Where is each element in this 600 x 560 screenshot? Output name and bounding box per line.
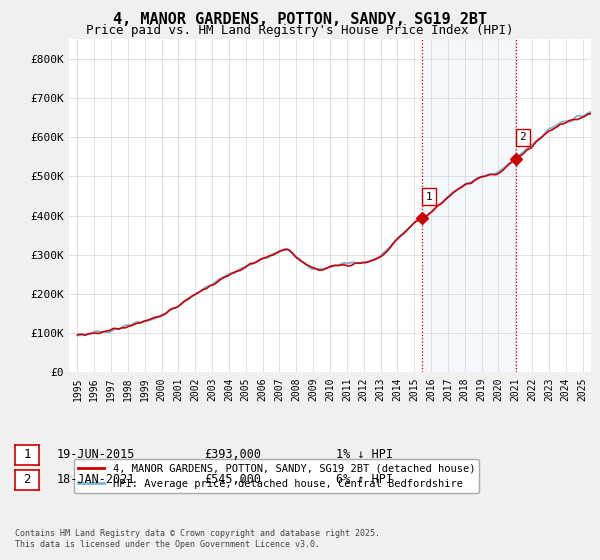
Bar <box>422 39 516 372</box>
Text: 19-JUN-2015: 19-JUN-2015 <box>57 448 136 461</box>
Text: 18-JAN-2021: 18-JAN-2021 <box>57 473 136 487</box>
Text: 4, MANOR GARDENS, POTTON, SANDY, SG19 2BT: 4, MANOR GARDENS, POTTON, SANDY, SG19 2B… <box>113 12 487 27</box>
Text: 1: 1 <box>425 192 432 202</box>
Text: 2: 2 <box>23 473 31 487</box>
Text: Price paid vs. HM Land Registry's House Price Index (HPI): Price paid vs. HM Land Registry's House … <box>86 24 514 37</box>
Text: 1% ↓ HPI: 1% ↓ HPI <box>336 448 393 461</box>
Text: 1: 1 <box>23 448 31 461</box>
Text: 2: 2 <box>520 132 526 142</box>
Text: £545,000: £545,000 <box>204 473 261 487</box>
Text: £393,000: £393,000 <box>204 448 261 461</box>
Text: 6% ↑ HPI: 6% ↑ HPI <box>336 473 393 487</box>
Legend: 4, MANOR GARDENS, POTTON, SANDY, SG19 2BT (detached house), HPI: Average price, : 4, MANOR GARDENS, POTTON, SANDY, SG19 2B… <box>74 459 479 493</box>
Text: Contains HM Land Registry data © Crown copyright and database right 2025.
This d: Contains HM Land Registry data © Crown c… <box>15 529 380 549</box>
